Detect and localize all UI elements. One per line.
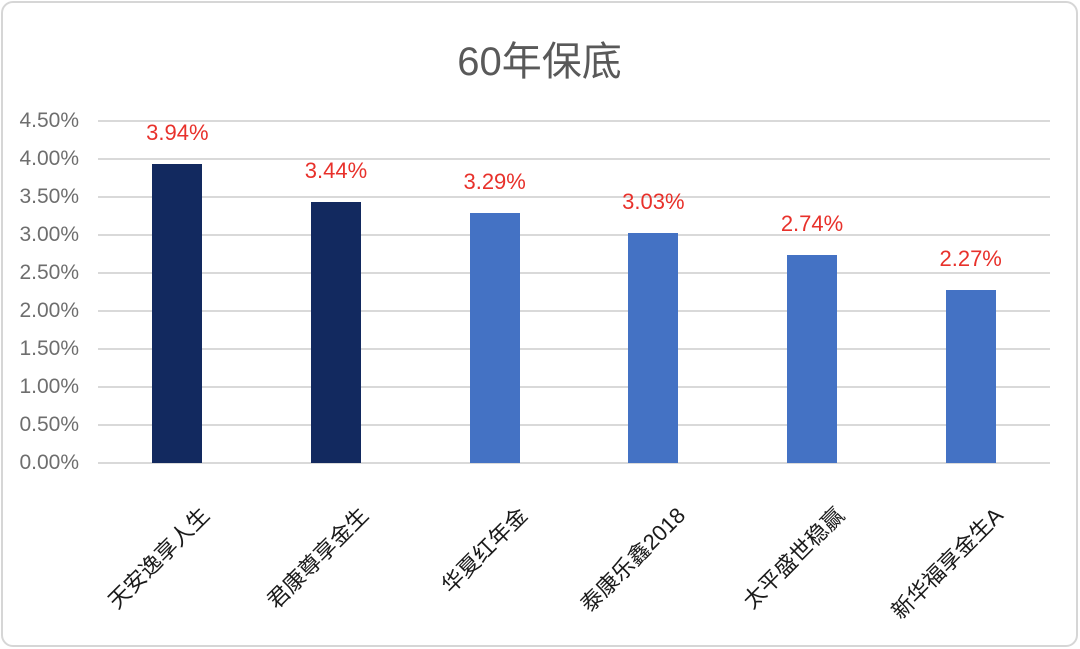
x-slot: 泰康乐鑫2018	[574, 463, 733, 649]
bar-value-label: 2.27%	[939, 246, 1002, 272]
y-tick-label: 4.50%	[19, 109, 79, 132]
y-tick-label: 0.00%	[19, 451, 79, 474]
bar-slot: 2.74%	[733, 121, 892, 463]
y-tick-label: 2.50%	[19, 260, 79, 284]
gridline	[98, 462, 1050, 464]
bar-value-label: 3.29%	[463, 168, 526, 194]
bar-slot: 3.44%	[257, 121, 416, 463]
bar-slot: 3.29%	[415, 121, 574, 463]
gridline	[98, 347, 1050, 350]
x-category-label: 泰康乐鑫2018	[576, 502, 691, 618]
gridline	[98, 233, 1050, 236]
gridline	[98, 120, 1050, 122]
x-category-label: 太平盛世稳赢	[738, 502, 850, 614]
bar-slot: 3.03%	[574, 121, 733, 463]
x-slot: 新华福享金生A	[887, 463, 1050, 649]
bar-value-label: 3.03%	[622, 188, 685, 214]
y-axis: 4.50% 4.00% 3.50% 3.00% 2.50% 2.00% 1.50% 1.00%…	[3, 109, 89, 474]
x-slot: 君康尊享金生	[257, 463, 416, 649]
gridline	[98, 157, 1050, 160]
bar	[152, 163, 203, 463]
x-category-label: 新华福享金生A	[886, 502, 1008, 624]
gridline	[98, 310, 1050, 312]
x-axis: 天安逸享人生 君康尊享金生 华夏红年金 泰康乐鑫2018 太平盛世稳赢 新华福享金生A	[98, 463, 1050, 649]
bar	[469, 212, 520, 463]
bar	[628, 232, 679, 463]
y-tick-label: 2.00%	[19, 299, 79, 322]
bar-value-label: 2.74%	[780, 210, 844, 236]
x-category-label: 华夏红年金	[436, 502, 532, 599]
bars-container: 3.94% 3.44% 3.29% 3.03% 2.74% 2.27%	[98, 119, 1050, 463]
x-slot: 天安逸享人生	[98, 463, 257, 649]
y-tick-label: 3.00%	[19, 223, 79, 246]
y-tick-label: 0.50%	[19, 412, 79, 436]
y-tick-label: 4.00%	[19, 146, 79, 170]
bar-slot: 2.27%	[891, 121, 1050, 463]
y-tick-label: 1.00%	[19, 375, 79, 398]
y-tick-label: 1.50%	[19, 337, 79, 360]
bar-value-label: 3.44%	[304, 157, 368, 183]
x-slot: 太平盛世稳赢	[733, 463, 892, 649]
x-slot: 华夏红年金	[415, 463, 574, 649]
bar	[787, 254, 838, 463]
bar-slot: 3.94%	[98, 119, 257, 463]
plot-area: 3.94% 3.44% 3.29% 3.03% 2.74% 2.27%	[98, 119, 1050, 464]
gridline	[98, 386, 1050, 388]
y-tick-label: 3.50%	[19, 184, 79, 208]
bar-value-label: 3.94%	[146, 119, 209, 145]
gridline	[98, 195, 1050, 198]
bar	[945, 290, 996, 463]
bar	[311, 201, 361, 463]
x-category-label: 君康尊享金生	[262, 502, 374, 614]
gridline	[98, 271, 1050, 274]
chart-title: 60年保底	[457, 40, 622, 84]
x-category-label: 天安逸享人生	[103, 502, 215, 614]
gridline	[98, 423, 1050, 426]
